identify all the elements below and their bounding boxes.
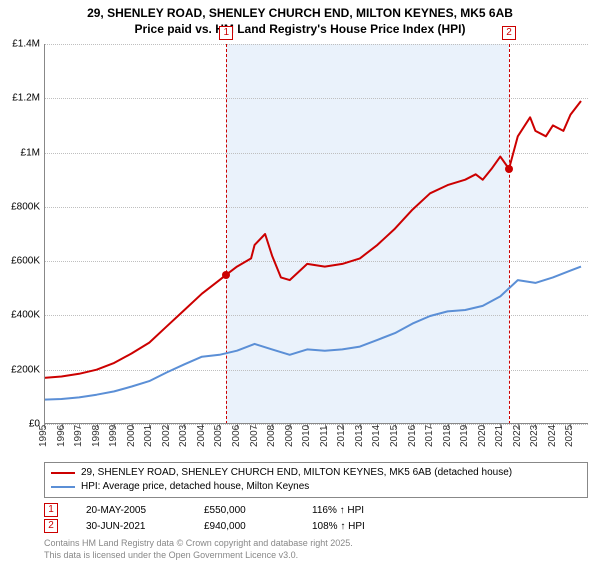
y-axis-label: £0 bbox=[0, 419, 40, 430]
x-axis-label: 2012 bbox=[336, 425, 347, 447]
sale-row: 1 20-MAY-2005 £550,000 116% ↑ HPI bbox=[44, 502, 588, 518]
y-axis-label: £1M bbox=[0, 147, 40, 158]
y-axis-label: £600K bbox=[0, 256, 40, 267]
x-axis-label: 2013 bbox=[354, 425, 365, 447]
sales-list: 1 20-MAY-2005 £550,000 116% ↑ HPI 2 30-JUN-20… bbox=[44, 502, 588, 534]
legend-label: HPI: Average price, detached house, Milt… bbox=[81, 480, 309, 494]
legend-swatch bbox=[51, 486, 75, 488]
x-axis-label: 2017 bbox=[424, 425, 435, 447]
x-axis-label: 2009 bbox=[284, 425, 295, 447]
x-axis-label: 2003 bbox=[178, 425, 189, 447]
footer-line-2: This data is licensed under the Open Gov… bbox=[44, 550, 588, 561]
chart-container: 29, SHENLEY ROAD, SHENLEY CHURCH END, MI… bbox=[0, 0, 600, 560]
sale-price: £550,000 bbox=[204, 505, 284, 516]
legend-area: 29, SHENLEY ROAD, SHENLEY CHURCH END, MI… bbox=[44, 462, 588, 561]
x-axis-label: 2019 bbox=[459, 425, 470, 447]
x-axis-label: 2023 bbox=[529, 425, 540, 447]
x-axis-label: 2000 bbox=[126, 425, 137, 447]
sale-marker-badge: 1 bbox=[219, 26, 233, 40]
legend-box: 29, SHENLEY ROAD, SHENLEY CHURCH END, MI… bbox=[44, 462, 588, 498]
y-axis-label: £800K bbox=[0, 201, 40, 212]
x-axis-label: 1999 bbox=[108, 425, 119, 447]
sale-price: £940,000 bbox=[204, 521, 284, 532]
legend-swatch bbox=[51, 472, 75, 474]
sale-marker-badge: 2 bbox=[502, 26, 516, 40]
x-axis-label: 1997 bbox=[73, 425, 84, 447]
x-axis-label: 2010 bbox=[301, 425, 312, 447]
sale-hpi-pct: 108% ↑ HPI bbox=[312, 521, 365, 532]
footer-line-1: Contains HM Land Registry data © Crown c… bbox=[44, 538, 588, 550]
sale-hpi-pct: 116% ↑ HPI bbox=[312, 505, 364, 516]
legend-row: 29, SHENLEY ROAD, SHENLEY CHURCH END, MI… bbox=[51, 466, 581, 480]
x-axis-label: 2025 bbox=[564, 425, 575, 447]
x-axis-label: 2015 bbox=[389, 425, 400, 447]
x-axis-label: 2001 bbox=[143, 425, 154, 447]
x-axis-label: 2021 bbox=[494, 425, 505, 447]
x-axis-label: 2004 bbox=[196, 425, 207, 447]
footer-attribution: Contains HM Land Registry data © Crown c… bbox=[44, 538, 588, 561]
sale-badge: 1 bbox=[44, 503, 58, 517]
sale-row: 2 30-JUN-2021 £940,000 108% ↑ HPI bbox=[44, 518, 588, 534]
x-axis-label: 1996 bbox=[56, 425, 67, 447]
sale-date: 20-MAY-2005 bbox=[86, 505, 176, 516]
legend-row: HPI: Average price, detached house, Milt… bbox=[51, 480, 581, 494]
x-axis-label: 2024 bbox=[547, 425, 558, 447]
x-axis-label: 2005 bbox=[213, 425, 224, 447]
y-axis-label: £400K bbox=[0, 310, 40, 321]
x-axis-label: 2016 bbox=[407, 425, 418, 447]
x-axis-label: 1998 bbox=[91, 425, 102, 447]
series-line-price_paid bbox=[44, 101, 581, 378]
x-axis-label: 2014 bbox=[371, 425, 382, 447]
x-axis-label: 2007 bbox=[249, 425, 260, 447]
x-axis-label: 2018 bbox=[442, 425, 453, 447]
sale-badge: 2 bbox=[44, 519, 58, 533]
y-axis-label: £1.2M bbox=[0, 93, 40, 104]
chart-lines bbox=[44, 44, 588, 424]
x-axis-label: 1995 bbox=[38, 425, 49, 447]
plot-area: £0£200K£400K£600K£800K£1M£1.2M£1.4M19951… bbox=[44, 44, 588, 424]
y-axis-label: £200K bbox=[0, 364, 40, 375]
sale-date: 30-JUN-2021 bbox=[86, 521, 176, 532]
series-line-hpi bbox=[44, 267, 581, 400]
legend-label: 29, SHENLEY ROAD, SHENLEY CHURCH END, MI… bbox=[81, 466, 512, 480]
title-line-1: 29, SHENLEY ROAD, SHENLEY CHURCH END, MI… bbox=[0, 6, 600, 22]
x-axis-label: 2006 bbox=[231, 425, 242, 447]
x-axis-label: 2008 bbox=[266, 425, 277, 447]
x-axis-label: 2002 bbox=[161, 425, 172, 447]
x-axis-label: 2011 bbox=[319, 425, 330, 447]
x-axis-label: 2020 bbox=[477, 425, 488, 447]
y-axis-label: £1.4M bbox=[0, 39, 40, 50]
x-axis-label: 2022 bbox=[512, 425, 523, 447]
